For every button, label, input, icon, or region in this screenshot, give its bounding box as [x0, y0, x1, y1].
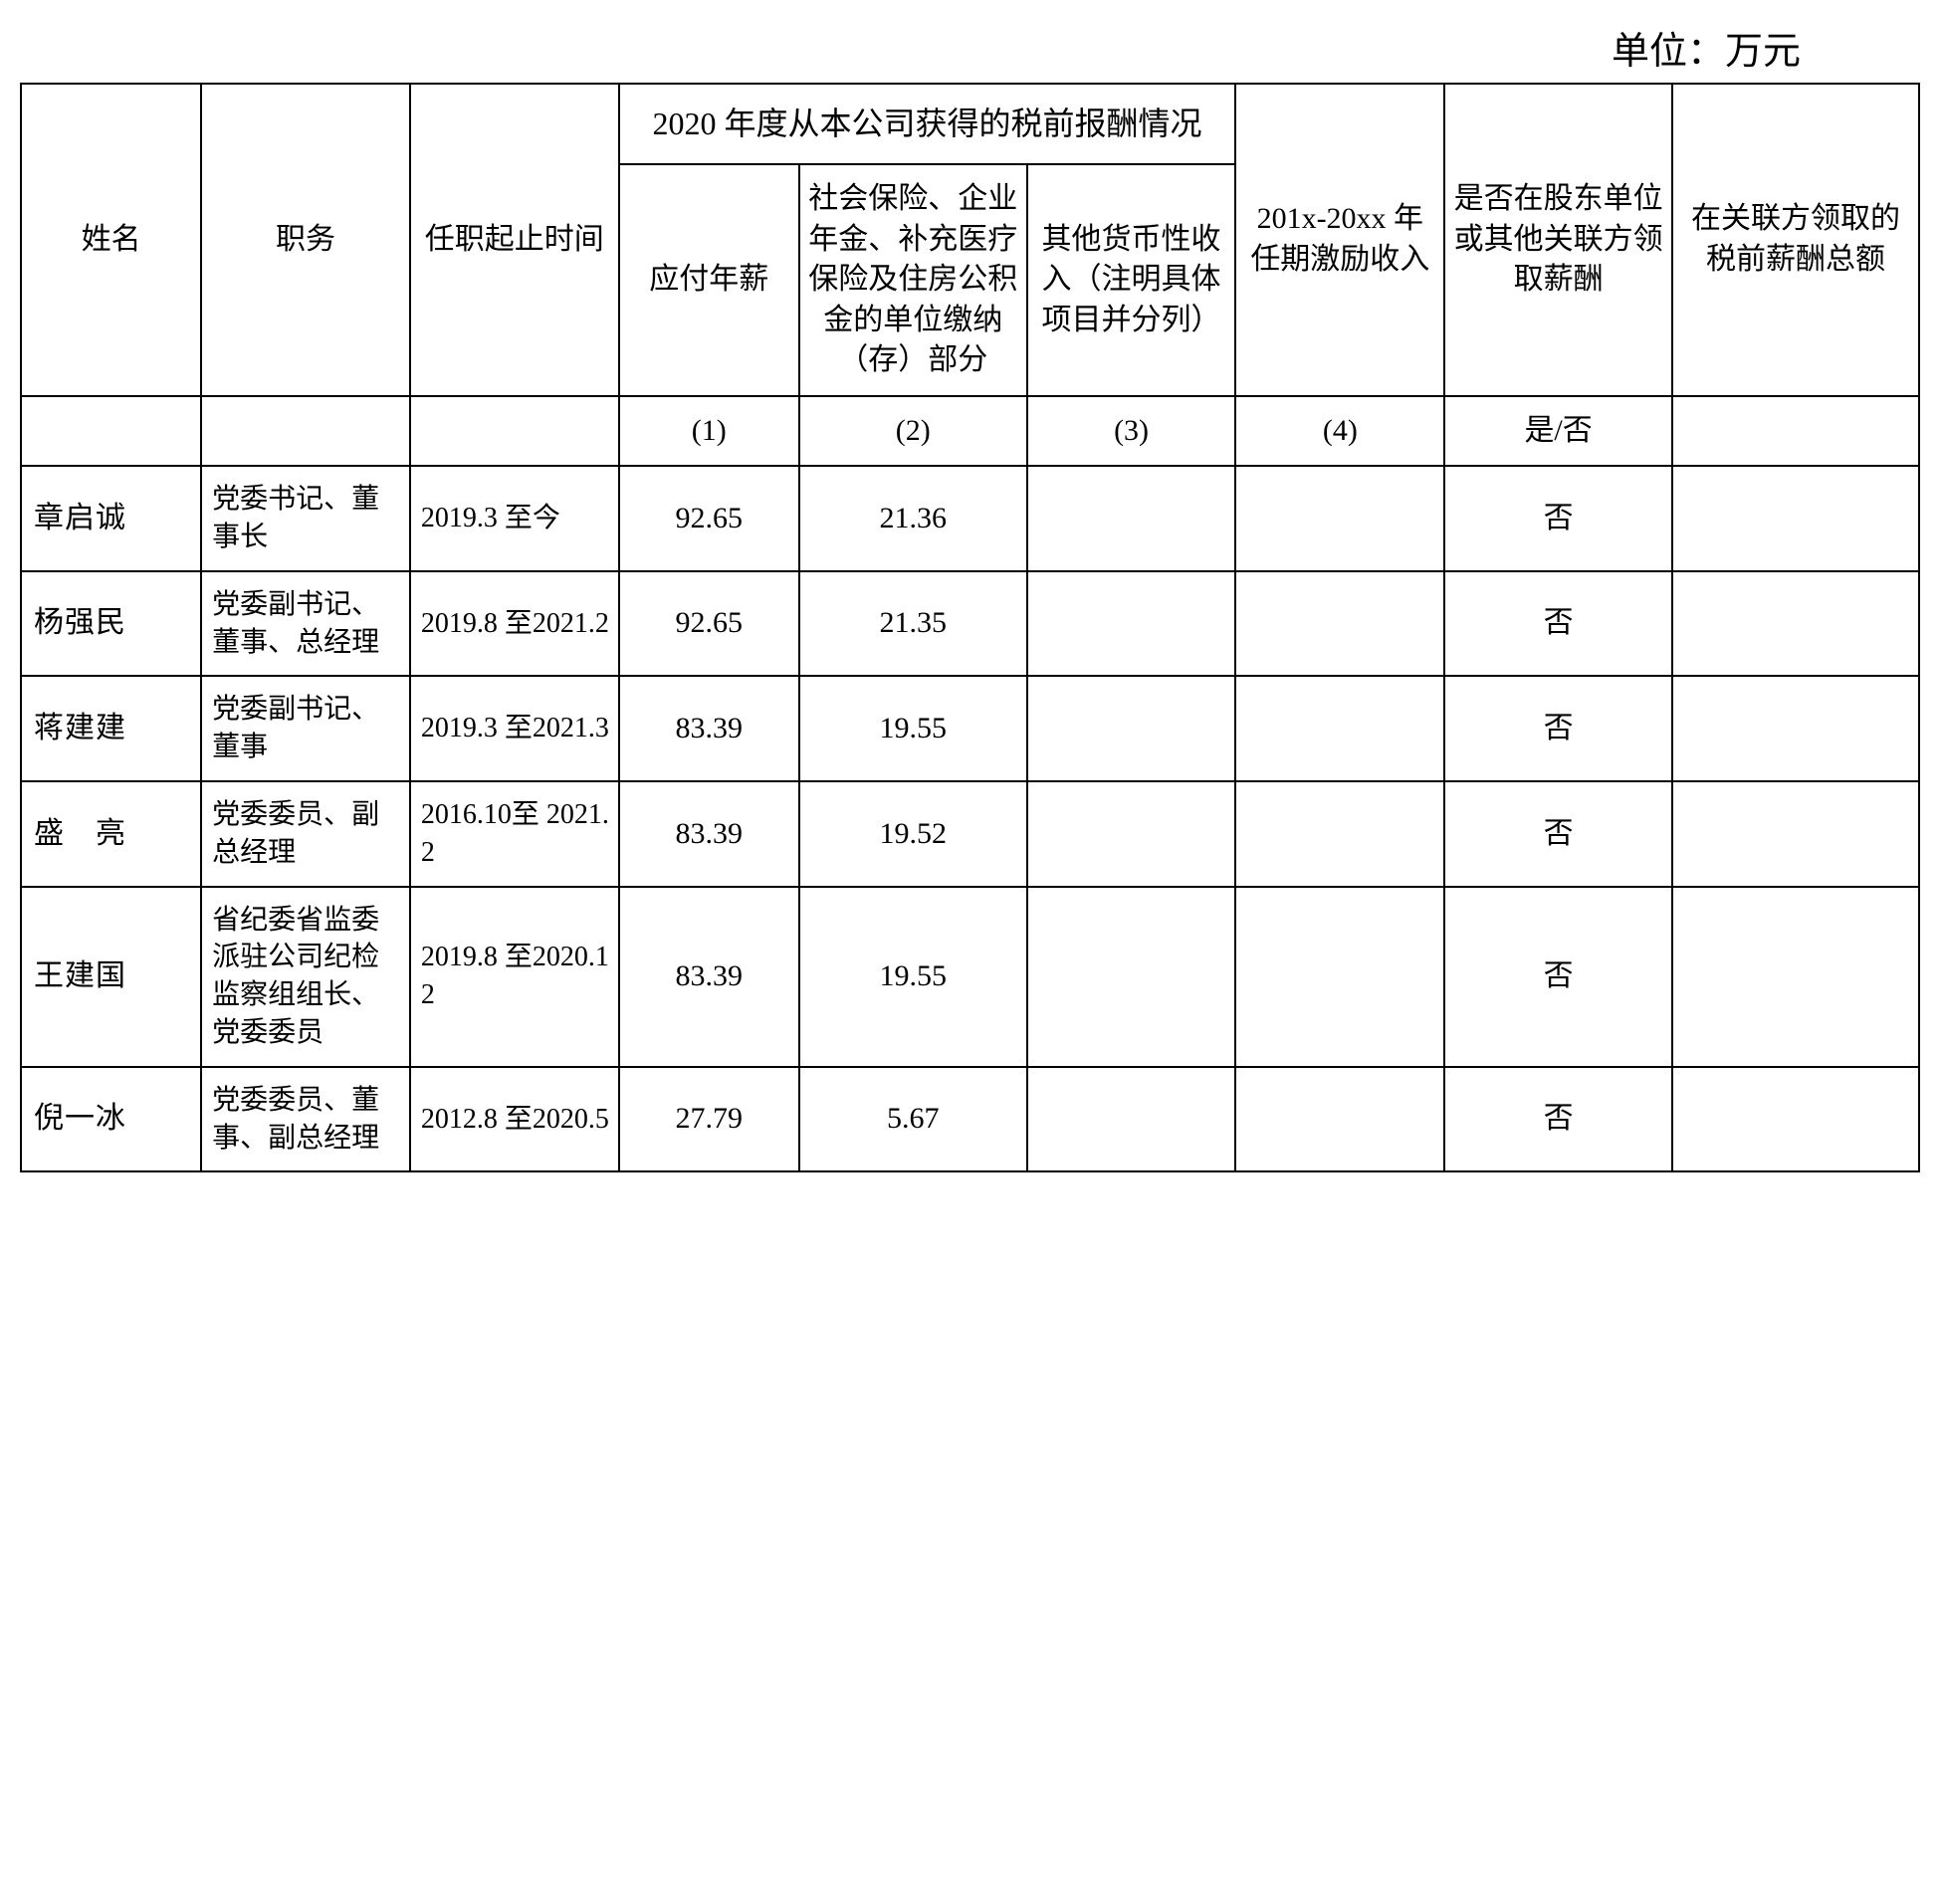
- cell-total: [1672, 1067, 1919, 1172]
- cell-total: [1672, 887, 1919, 1067]
- cell-related: 否: [1444, 466, 1672, 571]
- cell-related: 否: [1444, 887, 1672, 1067]
- cell-salary: 92.65: [619, 466, 799, 571]
- subheader-col2: (2): [799, 396, 1027, 467]
- header-row-1: 姓名 职务 任职起止时间 2020 年度从本公司获得的税前报酬情况 201x-2…: [21, 84, 1919, 164]
- header-tenure: 任职起止时间: [410, 84, 619, 396]
- cell-other: [1027, 571, 1236, 677]
- cell-other: [1027, 887, 1236, 1067]
- cell-position: 党委副书记、董事: [201, 676, 410, 781]
- cell-incentive: [1235, 887, 1444, 1067]
- header-compensation-group: 2020 年度从本公司获得的税前报酬情况: [619, 84, 1236, 164]
- subheader-empty-3: [410, 396, 619, 467]
- cell-incentive: [1235, 571, 1444, 677]
- cell-position: 党委副书记、董事、总经理: [201, 571, 410, 677]
- cell-tenure: 2019.3 至今: [410, 466, 619, 571]
- cell-related: 否: [1444, 1067, 1672, 1172]
- cell-total: [1672, 466, 1919, 571]
- header-insurance: 社会保险、企业年金、补充医疗保险及住房公积金的单位缴纳（存）部分: [799, 164, 1027, 396]
- table-row: 章启诚党委书记、董事长2019.3 至今92.6521.36 否: [21, 466, 1919, 571]
- header-name: 姓名: [21, 84, 201, 396]
- cell-salary: 83.39: [619, 887, 799, 1067]
- cell-insurance: 5.67: [799, 1067, 1027, 1172]
- cell-insurance: 19.55: [799, 887, 1027, 1067]
- header-related: 是否在股东单位或其他关联方领取薪酬: [1444, 84, 1672, 396]
- cell-name: 杨强民: [21, 571, 201, 677]
- subheader-row: (1) (2) (3) (4) 是/否: [21, 396, 1919, 467]
- subheader-empty-1: [21, 396, 201, 467]
- cell-related: 否: [1444, 781, 1672, 887]
- header-salary: 应付年薪: [619, 164, 799, 396]
- cell-total: [1672, 781, 1919, 887]
- cell-name: 蒋建建: [21, 676, 201, 781]
- cell-name: 王建国: [21, 887, 201, 1067]
- table-row: 盛 亮党委委员、副总经理2016.10至 2021.283.3919.52 否: [21, 781, 1919, 887]
- subheader-col1: (1): [619, 396, 799, 467]
- cell-position: 省纪委省监委派驻公司纪检监察组组长、党委委员: [201, 887, 410, 1067]
- cell-incentive: [1235, 781, 1444, 887]
- cell-name: 倪一冰: [21, 1067, 201, 1172]
- cell-incentive: [1235, 676, 1444, 781]
- table-row: 倪一冰党委委员、董事、副总经理2012.8 至2020.527.795.67 否: [21, 1067, 1919, 1172]
- cell-insurance: 21.36: [799, 466, 1027, 571]
- header-incentive: 201x-20xx 年任期激励收入: [1235, 84, 1444, 396]
- cell-tenure: 2019.3 至2021.3: [410, 676, 619, 781]
- cell-incentive: [1235, 1067, 1444, 1172]
- cell-insurance: 19.52: [799, 781, 1027, 887]
- cell-salary: 83.39: [619, 781, 799, 887]
- cell-insurance: 19.55: [799, 676, 1027, 781]
- subheader-empty-4: [1672, 396, 1919, 467]
- cell-total: [1672, 571, 1919, 677]
- compensation-table: 姓名 职务 任职起止时间 2020 年度从本公司获得的税前报酬情况 201x-2…: [20, 83, 1920, 1172]
- cell-salary: 27.79: [619, 1067, 799, 1172]
- cell-tenure: 2019.8 至2021.2: [410, 571, 619, 677]
- header-position: 职务: [201, 84, 410, 396]
- table-row: 蒋建建党委副书记、董事2019.3 至2021.383.3919.55 否: [21, 676, 1919, 781]
- cell-salary: 83.39: [619, 676, 799, 781]
- cell-name: 盛 亮: [21, 781, 201, 887]
- table-row: 王建国省纪委省监委派驻公司纪检监察组组长、党委委员2019.8 至2020.12…: [21, 887, 1919, 1067]
- cell-name: 章启诚: [21, 466, 201, 571]
- header-other: 其他货币性收入（注明具体项目并分列）: [1027, 164, 1236, 396]
- subheader-empty-2: [201, 396, 410, 467]
- cell-position: 党委委员、董事、副总经理: [201, 1067, 410, 1172]
- unit-label: 单位：万元: [20, 20, 1920, 75]
- cell-related: 否: [1444, 571, 1672, 677]
- cell-salary: 92.65: [619, 571, 799, 677]
- cell-tenure: 2019.8 至2020.12: [410, 887, 619, 1067]
- cell-tenure: 2016.10至 2021.2: [410, 781, 619, 887]
- cell-incentive: [1235, 466, 1444, 571]
- cell-other: [1027, 1067, 1236, 1172]
- subheader-col3: (3): [1027, 396, 1236, 467]
- cell-related: 否: [1444, 676, 1672, 781]
- cell-insurance: 21.35: [799, 571, 1027, 677]
- cell-other: [1027, 466, 1236, 571]
- cell-other: [1027, 676, 1236, 781]
- subheader-col4: (4): [1235, 396, 1444, 467]
- cell-position: 党委委员、副总经理: [201, 781, 410, 887]
- table-row: 杨强民党委副书记、董事、总经理2019.8 至2021.292.6521.35 否: [21, 571, 1919, 677]
- table-body: 章启诚党委书记、董事长2019.3 至今92.6521.36否杨强民党委副书记、…: [21, 466, 1919, 1171]
- cell-other: [1027, 781, 1236, 887]
- cell-total: [1672, 676, 1919, 781]
- cell-tenure: 2012.8 至2020.5: [410, 1067, 619, 1172]
- subheader-col5: 是/否: [1444, 396, 1672, 467]
- cell-position: 党委书记、董事长: [201, 466, 410, 571]
- header-total: 在关联方领取的税前薪酬总额: [1672, 84, 1919, 396]
